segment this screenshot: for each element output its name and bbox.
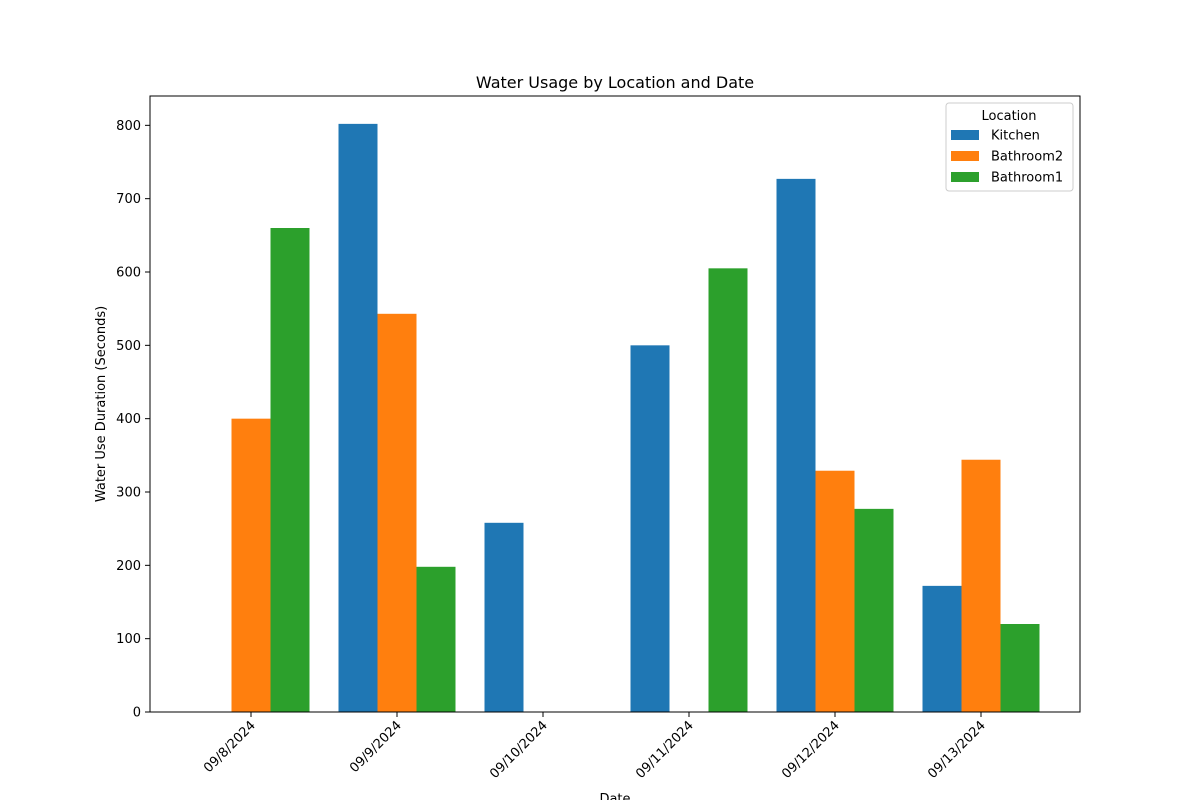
bar-bathroom1 bbox=[854, 508, 894, 712]
y-tick-label: 600 bbox=[116, 266, 141, 281]
x-axis: 09/8/2024 09/9/2024 09/10/2024 09/11/2024 09… bbox=[201, 712, 989, 782]
bar-bathroom1 bbox=[270, 228, 310, 712]
bar-bathroom2 bbox=[815, 470, 855, 712]
bars-group bbox=[231, 123, 1040, 712]
y-axis-label: Water Use Duration (Seconds) bbox=[94, 306, 109, 502]
bar-kitchen bbox=[484, 522, 524, 712]
bar-kitchen bbox=[776, 178, 816, 712]
bar-bathroom2 bbox=[377, 313, 417, 712]
x-tick-label: 09/11/2024 bbox=[633, 718, 697, 782]
x-tick-label: 09/8/2024 bbox=[201, 718, 259, 776]
bar-kitchen bbox=[922, 585, 962, 712]
y-tick-label: 400 bbox=[116, 412, 141, 427]
chart-title: Water Usage by Location and Date bbox=[476, 73, 754, 92]
bar-bathroom1 bbox=[708, 268, 748, 712]
bar-bathroom1 bbox=[1000, 624, 1040, 712]
legend-swatch bbox=[951, 172, 979, 182]
legend-label: Bathroom1 bbox=[991, 171, 1063, 186]
legend-swatch bbox=[951, 130, 979, 140]
y-tick-label: 200 bbox=[116, 559, 141, 574]
y-tick-label: 800 bbox=[116, 119, 141, 134]
y-axis: 0 100 200 300 400 500 600 700 800 bbox=[116, 119, 150, 721]
legend-box bbox=[945, 102, 1074, 192]
x-tick-label: 09/10/2024 bbox=[487, 718, 551, 782]
y-tick-label: 300 bbox=[116, 486, 141, 501]
bar-bathroom2 bbox=[231, 418, 271, 712]
legend-swatch bbox=[951, 151, 979, 161]
x-tick-label: 09/12/2024 bbox=[779, 718, 843, 782]
legend-title: Location bbox=[982, 109, 1037, 124]
bar-bathroom1 bbox=[416, 566, 456, 712]
x-tick-label: 09/9/2024 bbox=[347, 718, 405, 776]
legend: Location Kitchen Bathroom2 Bathroom1 bbox=[945, 102, 1074, 192]
y-tick-label: 100 bbox=[116, 632, 141, 647]
bar-kitchen bbox=[630, 345, 670, 712]
legend-label: Kitchen bbox=[991, 129, 1040, 144]
x-axis-label: Date bbox=[599, 792, 630, 800]
y-tick-label: 700 bbox=[116, 192, 141, 207]
x-tick-label: 09/13/2024 bbox=[925, 718, 989, 782]
legend-label: Bathroom2 bbox=[991, 150, 1063, 165]
bar-kitchen bbox=[338, 123, 378, 712]
y-tick-label: 500 bbox=[116, 339, 141, 354]
plot-frame bbox=[149, 95, 1081, 713]
y-tick-label: 0 bbox=[133, 706, 141, 721]
bar-bathroom2 bbox=[961, 459, 1001, 712]
